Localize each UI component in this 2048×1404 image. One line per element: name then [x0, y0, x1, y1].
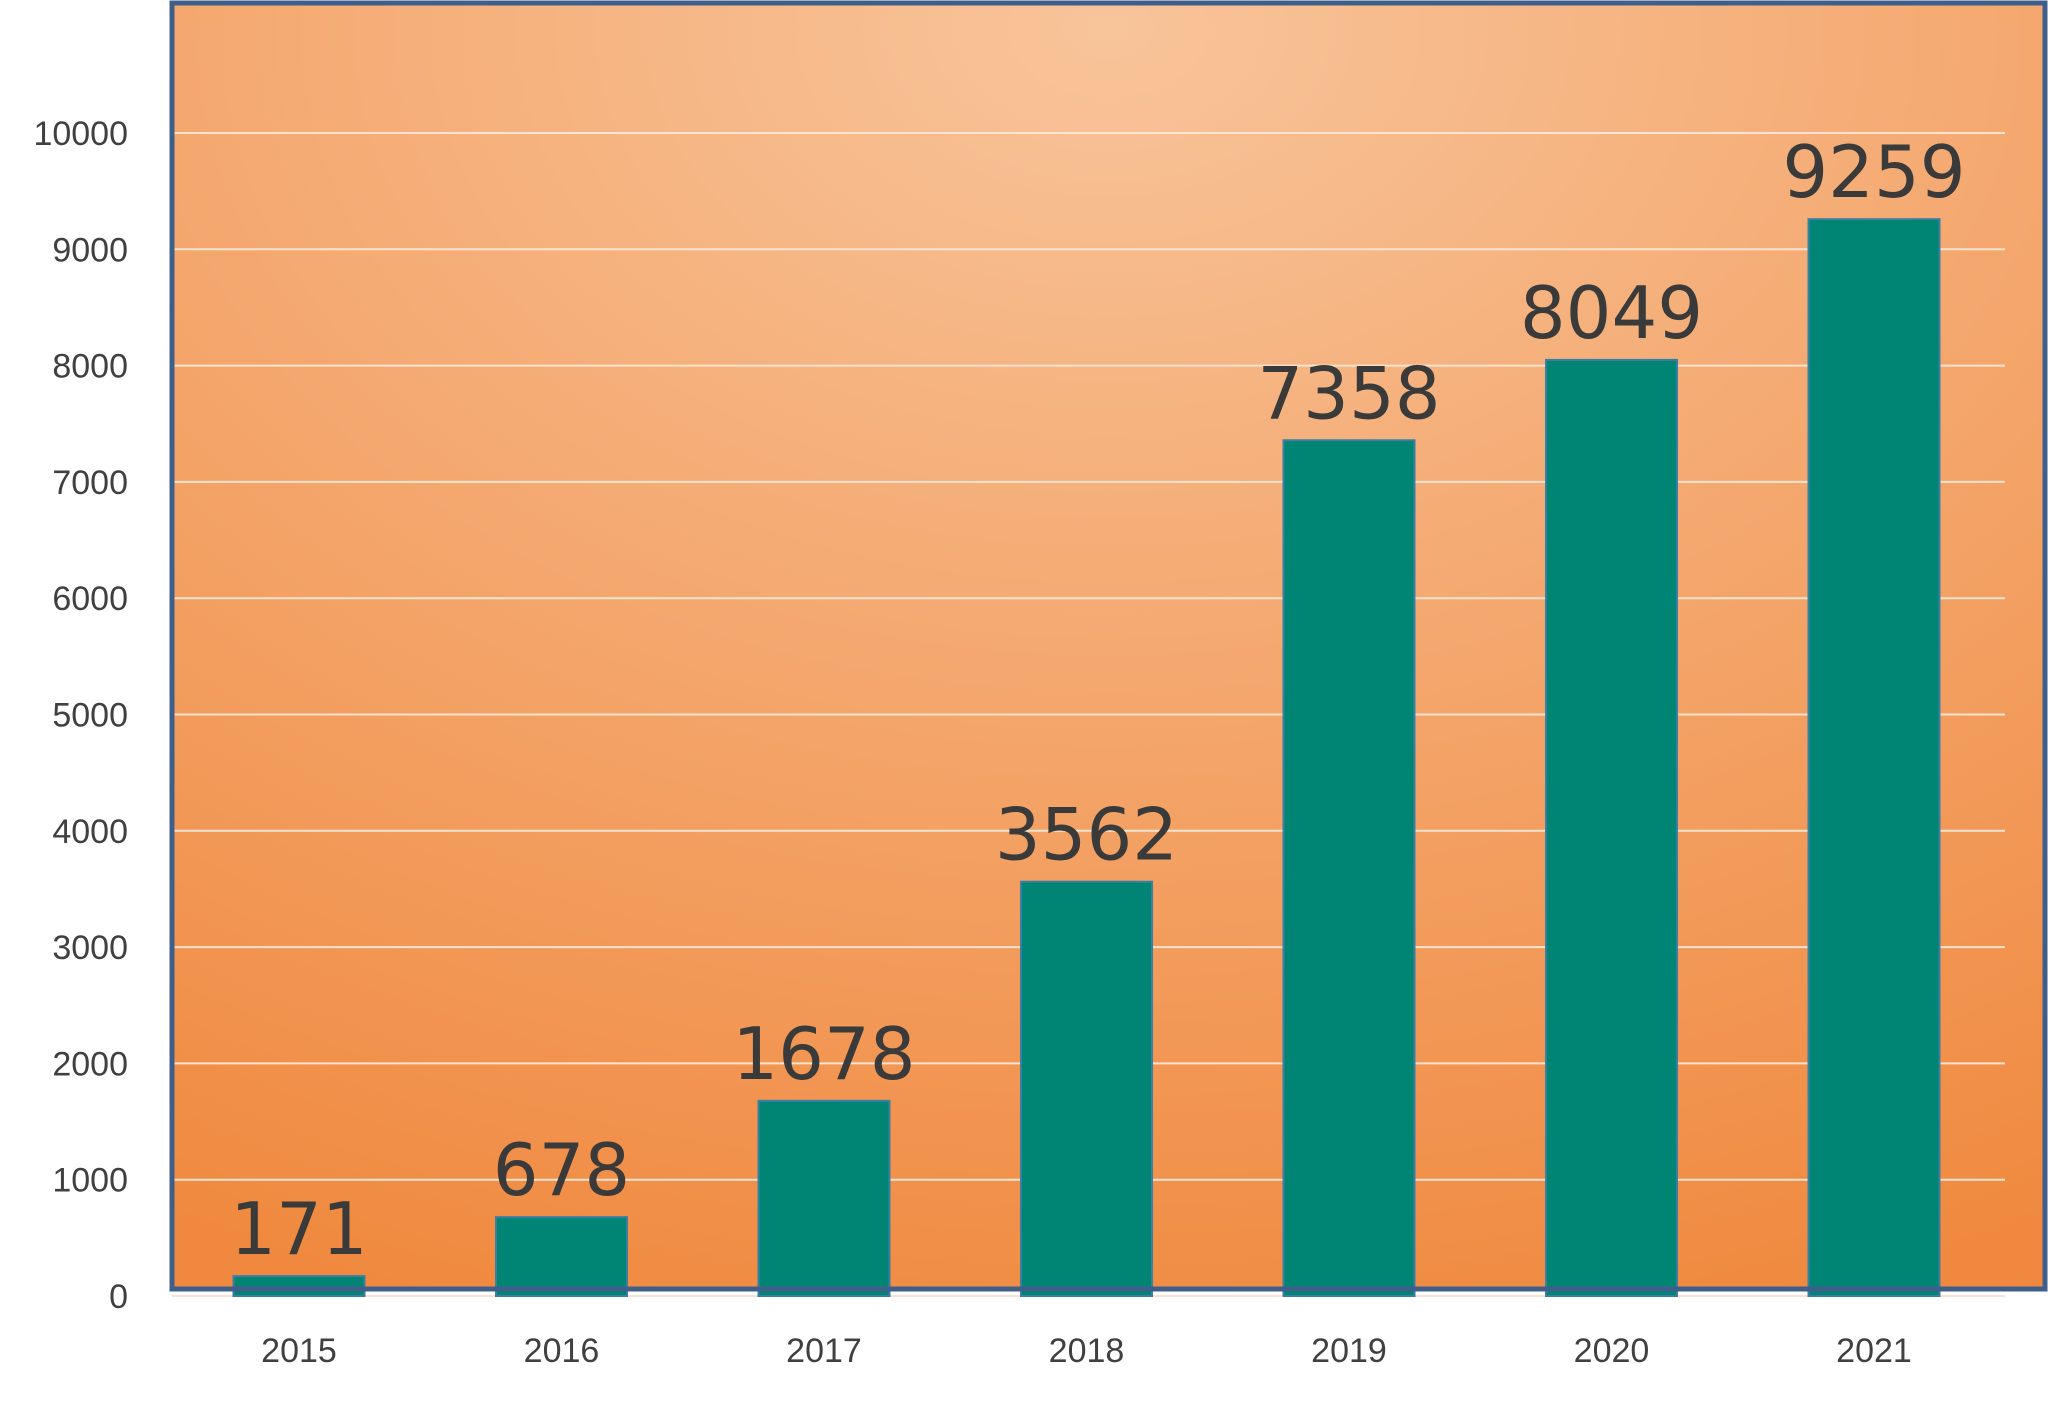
bar-2020 — [1545, 358, 1678, 1297]
data-label-2016: 678 — [493, 1128, 630, 1212]
y-tick-label: 9000 — [52, 231, 128, 269]
x-tick-label: 2015 — [261, 1332, 337, 1370]
x-axis-ticks: 2015 2016 2017 2018 2019 2020 2021 — [261, 1332, 1912, 1370]
plot-frame — [169, 0, 2048, 1292]
x-tick-label: 2016 — [524, 1332, 600, 1370]
y-tick-label: 5000 — [52, 697, 128, 735]
y-tick-label: 0 — [109, 1278, 128, 1316]
y-tick-label: 3000 — [52, 929, 128, 967]
data-labels: 171 678 1678 3562 7358 8049 9259 — [230, 130, 1965, 1271]
x-tick-label: 2018 — [1049, 1332, 1125, 1370]
data-label-2018: 3562 — [995, 793, 1178, 877]
y-axis-ticks: 0 1000 2000 3000 4000 5000 6000 7000 8000 9000 100… — [33, 115, 128, 1316]
x-tick-label: 2020 — [1574, 1332, 1650, 1370]
bar-2016 — [495, 1216, 628, 1297]
data-label-2019: 7358 — [1257, 351, 1440, 435]
y-tick-label: 2000 — [52, 1045, 128, 1083]
x-tick-label: 2019 — [1311, 1332, 1387, 1370]
bar-2017 — [757, 1099, 891, 1298]
y-tick-label: 8000 — [52, 348, 128, 386]
data-label-2020: 8049 — [1520, 271, 1703, 355]
bars — [232, 218, 1941, 1298]
bar-2019 — [1282, 439, 1416, 1297]
bar-2021 — [1807, 218, 1941, 1297]
bar-2015 — [232, 1275, 366, 1297]
data-label-2021: 9259 — [1782, 130, 1965, 214]
y-tick-label: 6000 — [52, 580, 128, 618]
data-label-2015: 171 — [230, 1187, 367, 1271]
bar-2018 — [1020, 880, 1153, 1297]
y-tick-label: 1000 — [52, 1162, 128, 1200]
data-label-2017: 1678 — [732, 1012, 915, 1096]
y-tick-label: 7000 — [52, 464, 128, 502]
x-tick-label: 2017 — [786, 1332, 862, 1370]
y-tick-label: 10000 — [33, 115, 128, 153]
x-tick-label: 2021 — [1836, 1332, 1912, 1370]
y-tick-label: 4000 — [52, 813, 128, 851]
